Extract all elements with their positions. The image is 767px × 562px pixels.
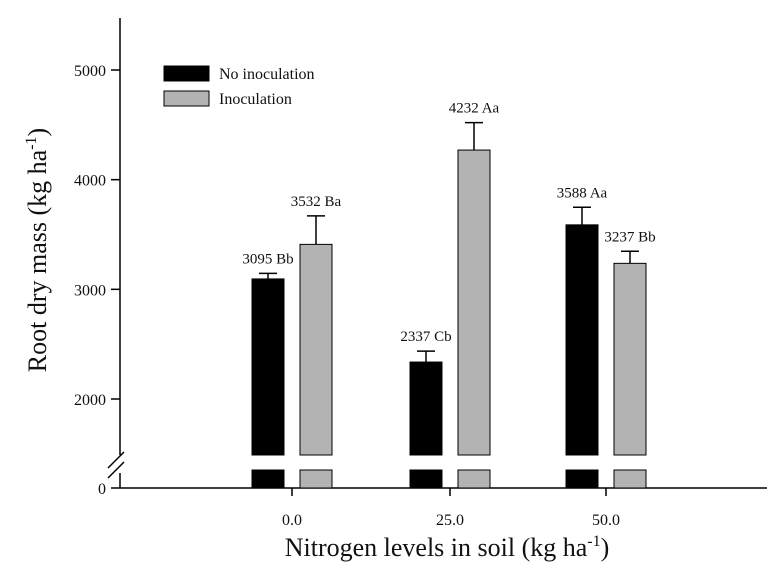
x-tick-label: 0.0 [282, 512, 302, 529]
bar [409, 361, 443, 456]
y-tick-label: 2000 [74, 392, 106, 409]
y-tick-label: 3000 [74, 282, 106, 299]
axis-break-slash [107, 461, 125, 479]
data-label: 3588 Aa [557, 185, 608, 201]
legend-label: Inoculation [219, 91, 292, 108]
bar-stub [457, 469, 491, 489]
bar-stub [251, 469, 285, 489]
bar-stub [299, 469, 333, 489]
y-tick-label: 5000 [74, 63, 106, 80]
bars [251, 121, 647, 489]
legend-swatch [163, 65, 210, 82]
x-tick-label: 25.0 [436, 512, 464, 529]
bar [457, 149, 491, 456]
data-label: 2337 Cb [400, 329, 451, 345]
bar [299, 243, 333, 456]
y-tick-label: 4000 [74, 173, 106, 190]
data-label: 3095 Bb [242, 251, 293, 267]
x-axis-label: Nitrogen levels in soil (kg ha-1) [285, 533, 610, 562]
bar-stub [409, 469, 443, 489]
axis-break-slash [107, 451, 125, 469]
y-axis-label: Root dry mass (kg ha-1) [23, 128, 52, 372]
legend-swatch [163, 90, 210, 107]
bar [613, 262, 647, 456]
data-label: 3237 Bb [604, 229, 655, 245]
bar [565, 224, 599, 456]
bar-stub [565, 469, 599, 489]
legend-label: No inoculation [219, 66, 315, 83]
data-label: 4232 Aa [449, 101, 500, 117]
bar-stub [613, 469, 647, 489]
data-labels: 3095 Bb 3532 Ba 2337 Cb 4232 Aa 3588 Aa 3237 … [242, 101, 655, 345]
axes: 2000 3000 4000 5000 0 0.0 25.0 50.0 [74, 18, 767, 529]
data-label: 3532 Ba [291, 194, 342, 210]
x-tick-label: 50.0 [592, 512, 620, 529]
legend: No inoculation Inoculation [163, 65, 315, 108]
bar [251, 278, 285, 456]
axis-break-marks [107, 451, 125, 479]
y-tick-label-zero: 0 [98, 481, 106, 498]
